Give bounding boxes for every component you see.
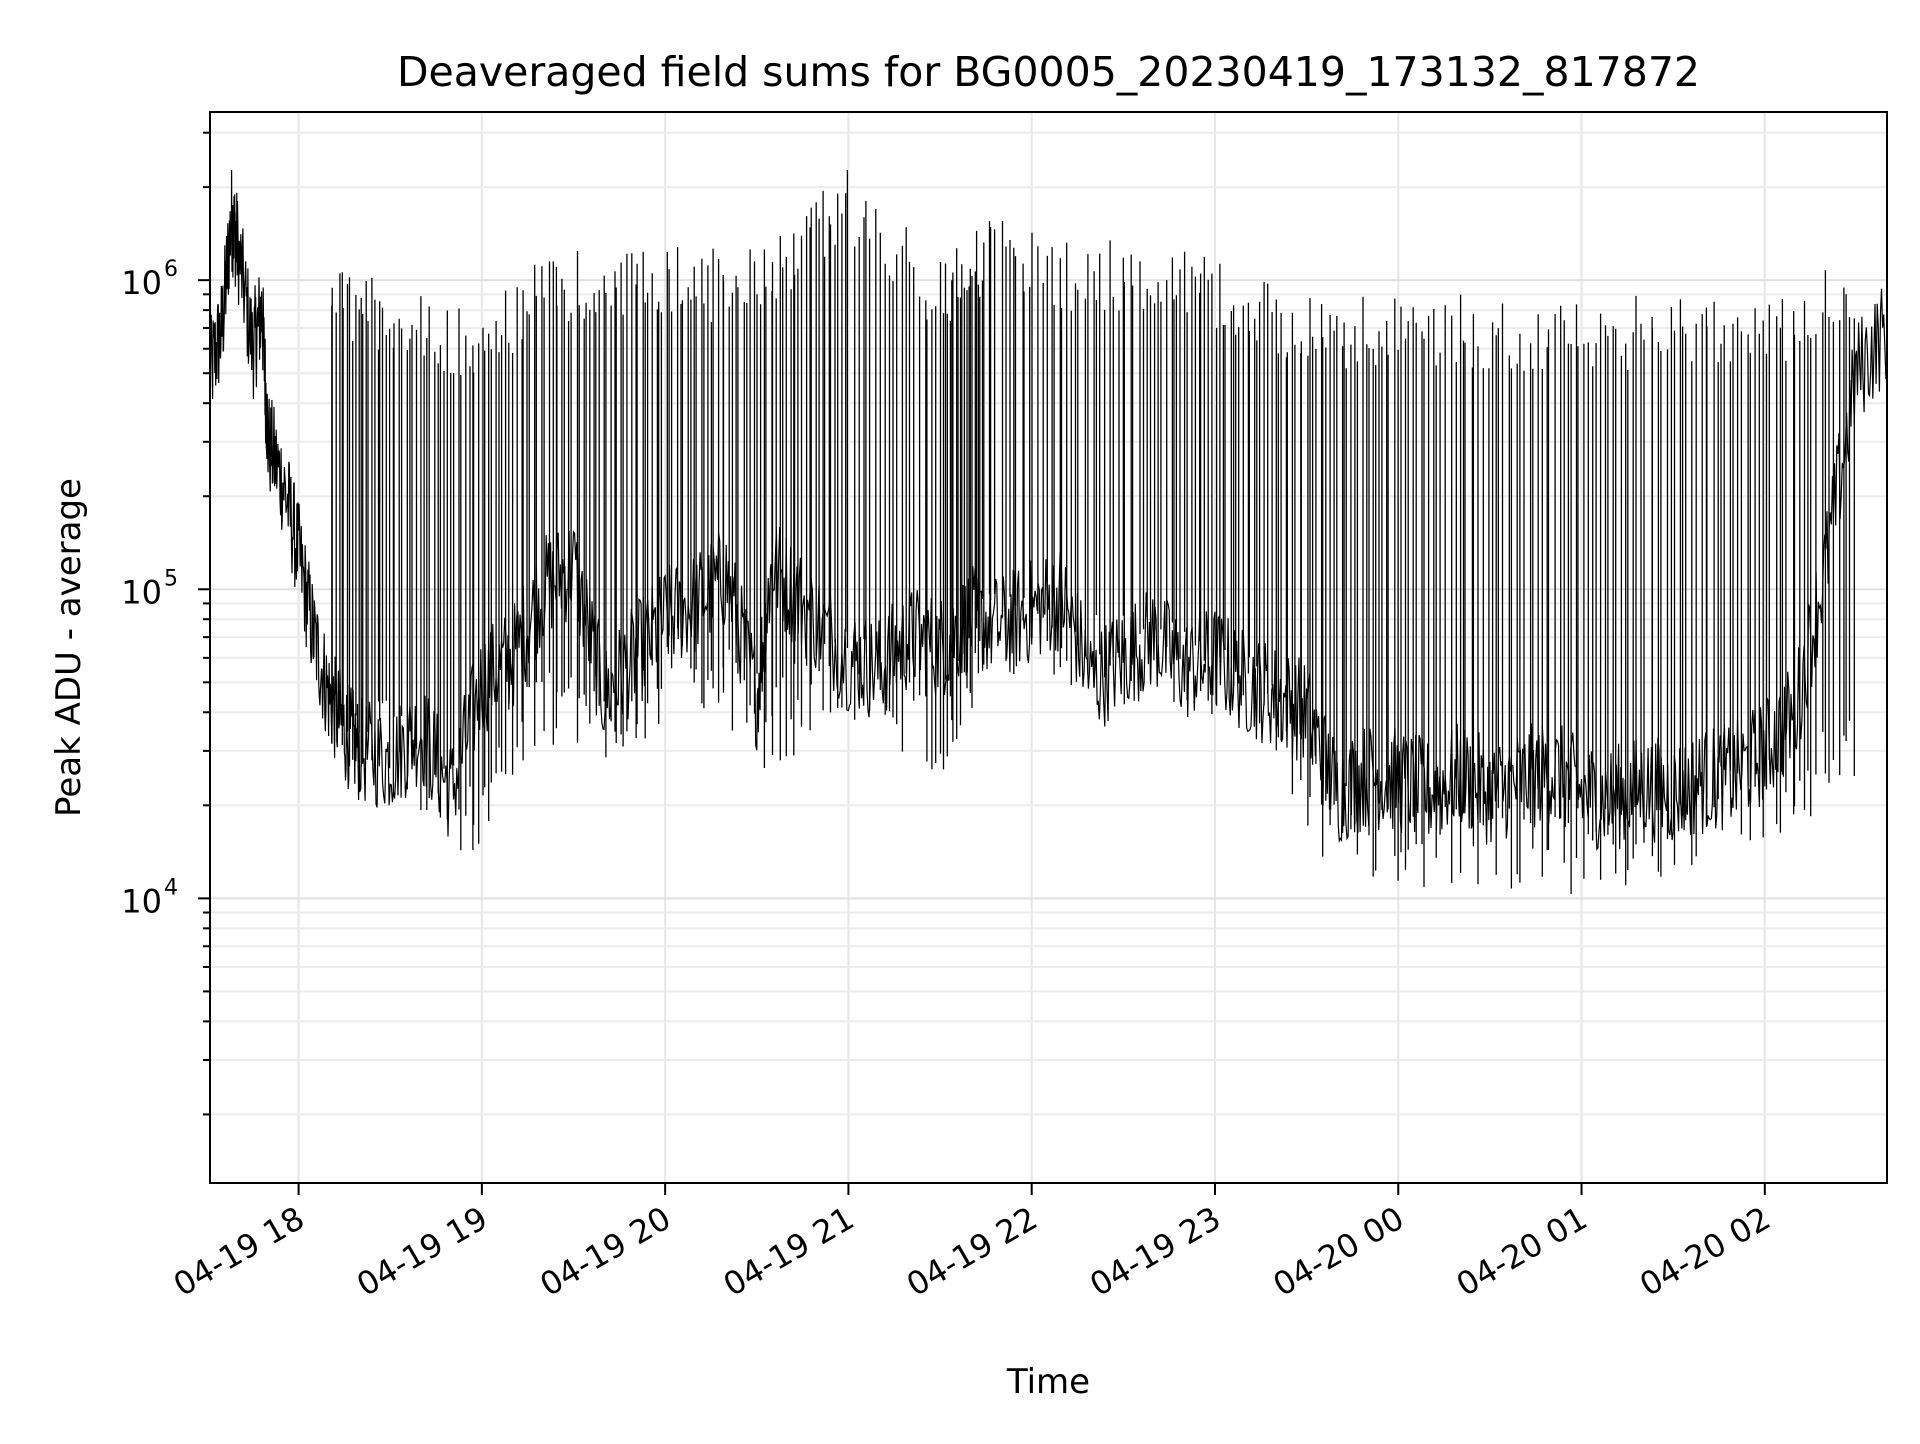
y-tick-base: 10 — [121, 264, 162, 302]
y-tick-label: 10 4 — [121, 875, 178, 920]
y-tick-exponent: 6 — [164, 257, 178, 282]
y-tick-exponent: 5 — [164, 566, 178, 591]
y-tick-label: 10 5 — [121, 566, 178, 611]
y-tick-base: 10 — [121, 573, 162, 611]
series-line — [209, 169, 1887, 851]
plot-frame — [209, 111, 1888, 1184]
y-tick-base: 10 — [121, 882, 162, 920]
y-tick-label: 10 6 — [121, 257, 178, 302]
x-axis-label: Time — [1006, 1362, 1090, 1402]
chart-title: Deaveraged field sums for BG0005_2023041… — [397, 48, 1700, 96]
y-axis-label: Peak ADU - average — [49, 478, 89, 817]
series-layer — [209, 169, 1887, 895]
y-tick-exponent: 4 — [164, 875, 178, 900]
